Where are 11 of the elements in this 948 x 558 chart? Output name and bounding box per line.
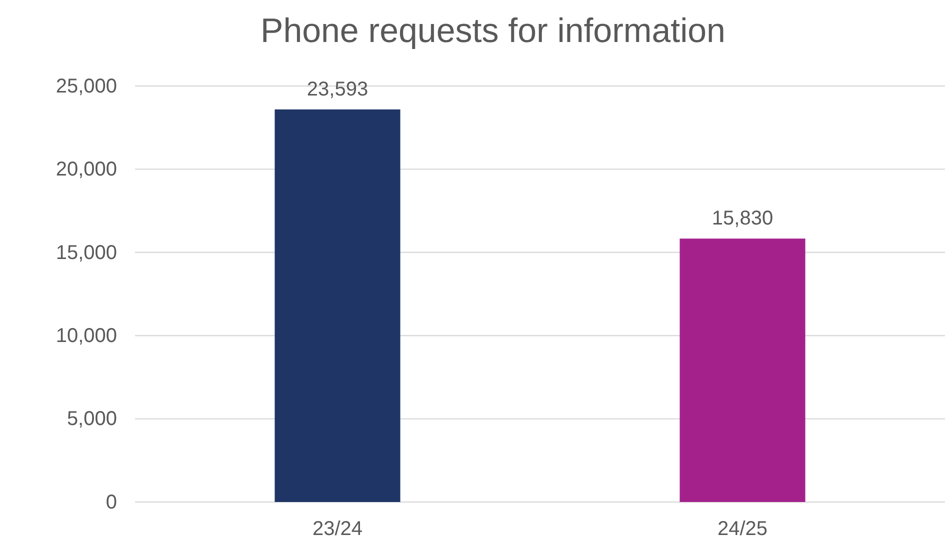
y-tick-label: 0	[106, 491, 117, 514]
x-tick-label: 24/25	[717, 518, 768, 540]
x-tick-label: 23/24	[312, 518, 363, 540]
chart-title: Phone requests for information	[260, 12, 726, 50]
y-tick-label: 15,000	[56, 242, 117, 264]
y-tick-label: 5,000	[66, 408, 117, 430]
y-tick-label: 10,000	[56, 325, 117, 347]
data-label: 23,593	[306, 78, 368, 100]
data-label: 15,830	[712, 208, 774, 230]
y-tick-label: 25,000	[56, 75, 117, 98]
y-tick-label: 20,000	[56, 158, 117, 181]
